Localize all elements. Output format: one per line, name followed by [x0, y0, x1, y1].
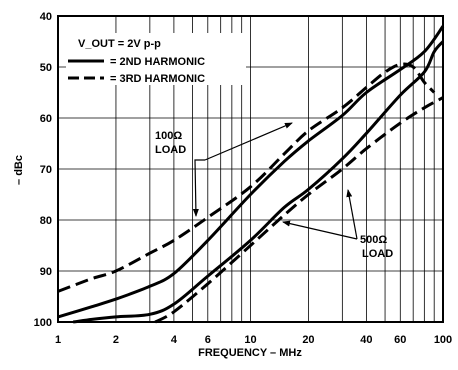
- x-tick-label: 1: [55, 334, 61, 346]
- annotation-500-ohm-line2: LOAD: [362, 248, 393, 260]
- x-tick-label: 100: [434, 334, 452, 346]
- series-3rd-harmonic-100-ohm: [57, 62, 436, 293]
- series-layer: [57, 25, 445, 324]
- series-2nd-harmonic-100-ohm: [57, 25, 445, 319]
- x-axis-ticks: 1 2 4 6 10 20 40 60 100: [55, 334, 452, 346]
- annotation-100-ohm-line1: 100Ω: [155, 130, 182, 142]
- plot-frame: [57, 15, 444, 323]
- x-tick-label: 10: [244, 334, 256, 346]
- y-tick-label: 60: [40, 113, 52, 125]
- arrow-500-ohm-to-3rd: [346, 189, 358, 240]
- x-tick-label: 6: [205, 334, 211, 346]
- arrow-500-ohm-to-2nd: [282, 220, 358, 240]
- x-axis-label: FREQUENCY – MHz: [198, 347, 302, 359]
- annotation-arrows: [192, 122, 358, 240]
- x-tick-label: 4: [171, 334, 178, 346]
- y-axis-label: – dBc: [13, 155, 25, 185]
- x-tick-label: 60: [394, 334, 406, 346]
- arrow-100-ohm-to-3rd: [192, 159, 205, 217]
- series-2nd-harmonic-500-ohm: [73, 40, 445, 324]
- legend-background: [66, 33, 246, 85]
- y-tick-label: 40: [40, 11, 52, 23]
- x-tick-label: 40: [360, 334, 372, 346]
- y-tick-label: 70: [40, 164, 52, 176]
- arrow-100-ohm-to-2nd: [204, 122, 293, 161]
- series-3rd-harmonic-500-ohm: [154, 96, 444, 324]
- y-tick-label: 80: [40, 215, 52, 227]
- x-tick-label: 20: [302, 334, 314, 346]
- annotation-100-ohm-line2: LOAD: [155, 144, 186, 156]
- y-tick-label: 100: [34, 317, 52, 329]
- y-tick-label: 50: [40, 62, 52, 74]
- y-tick-label: 90: [40, 266, 52, 278]
- annotation-500-ohm-line1: 500Ω: [360, 234, 387, 246]
- condition-label: V_OUT = 2V p-p: [78, 38, 161, 50]
- legend-label-3rd-harmonic: = 3RD HARMONIC: [110, 73, 205, 85]
- x-tick-label: 2: [113, 334, 119, 346]
- y-axis-ticks: 40 50 60 70 80 90 100: [34, 11, 52, 329]
- legend-label-2nd-harmonic: = 2ND HARMONIC: [110, 56, 205, 68]
